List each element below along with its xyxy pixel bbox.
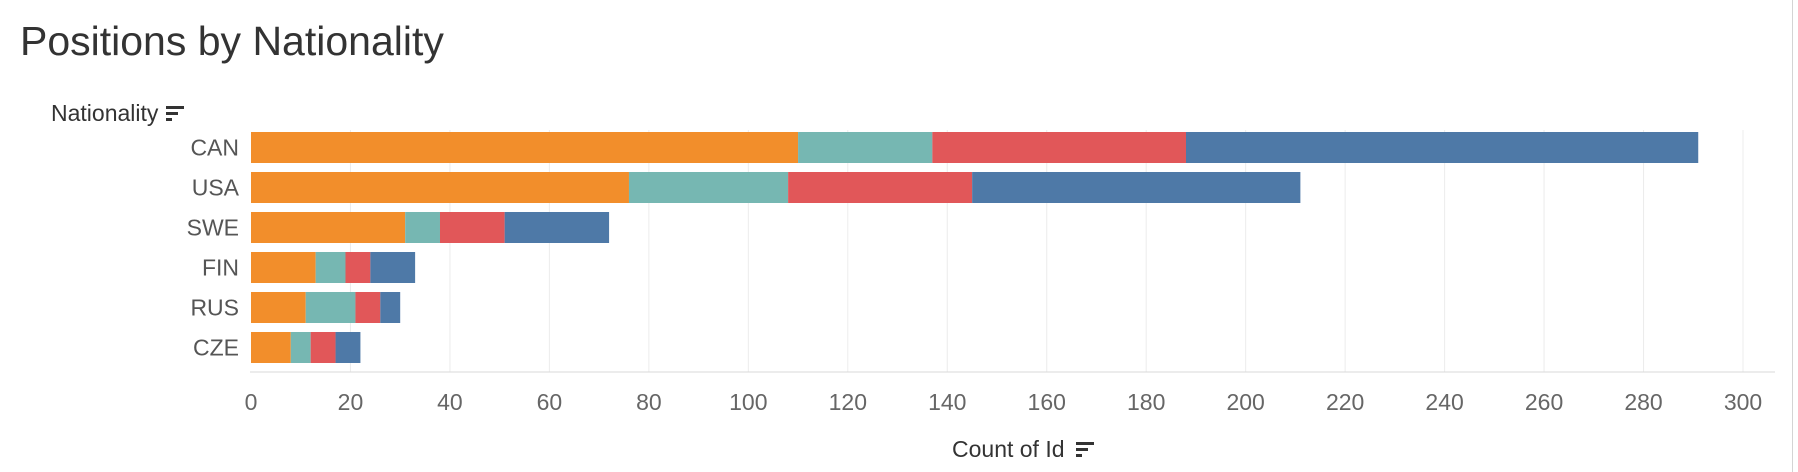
bar-fin-segment-1[interactable] — [251, 252, 316, 283]
category-label-rus: RUS — [190, 295, 239, 321]
x-axis-title: Count of Id — [952, 436, 1095, 463]
bar-swe-segment-3[interactable] — [439, 212, 505, 243]
x-axis-title-label: Count of Id — [952, 436, 1065, 462]
gridlines — [349, 130, 1744, 372]
x-tick-label: 80 — [636, 389, 662, 415]
sort-icon[interactable] — [1075, 440, 1095, 460]
x-tick-label: 140 — [928, 389, 966, 415]
x-tick-label: 200 — [1226, 389, 1264, 415]
bar-rus-segment-2[interactable] — [305, 292, 356, 323]
row-header: Nationality — [51, 100, 185, 127]
bar-cze-segment-3[interactable] — [310, 332, 336, 363]
chart-title: Positions by Nationality — [20, 18, 444, 64]
bar-usa-segment-4[interactable] — [972, 172, 1301, 203]
bar-swe-segment-2[interactable] — [405, 212, 440, 243]
x-tick-label: 260 — [1525, 389, 1563, 415]
bar-rus-segment-3[interactable] — [355, 292, 381, 323]
bar-can-segment-1[interactable] — [251, 132, 799, 163]
x-tick-label: 160 — [1028, 389, 1066, 415]
x-tick-label: 280 — [1624, 389, 1662, 415]
bar-cze-segment-4[interactable] — [335, 332, 361, 363]
category-label-usa: USA — [192, 175, 240, 201]
bar-swe-segment-4[interactable] — [504, 212, 610, 243]
bar-swe-segment-1[interactable] — [251, 212, 406, 243]
x-tick-label: 120 — [829, 389, 867, 415]
x-tick-labels: 0 20 40 60 80 100 120 140 160 180 200 220 240 260 280 3… — [245, 389, 1763, 415]
x-tick-label: 0 — [245, 389, 258, 415]
x-tick-label: 40 — [437, 389, 463, 415]
category-label-can: CAN — [190, 135, 239, 161]
bar-fin-segment-2[interactable] — [315, 252, 346, 283]
panel-border — [1792, 0, 1793, 472]
bar-fin-segment-4[interactable] — [370, 252, 416, 283]
bar-can-segment-2[interactable] — [798, 132, 933, 163]
bar-cze-segment-2[interactable] — [290, 332, 311, 363]
bar-can-segment-3[interactable] — [932, 132, 1186, 163]
bar-usa-segment-2[interactable] — [628, 172, 789, 203]
x-tick-label: 20 — [338, 389, 364, 415]
x-tick-label: 180 — [1127, 389, 1165, 415]
bar-fin-segment-3[interactable] — [345, 252, 371, 283]
sort-icon[interactable] — [165, 104, 185, 124]
bar-can-segment-4[interactable] — [1185, 132, 1699, 163]
bars — [251, 132, 1699, 363]
x-tick-label: 100 — [729, 389, 767, 415]
bar-usa-segment-3[interactable] — [788, 172, 973, 203]
bar-rus-segment-1[interactable] — [251, 292, 306, 323]
x-tick-label: 240 — [1425, 389, 1463, 415]
row-header-label: Nationality — [51, 100, 159, 126]
bar-usa-segment-1[interactable] — [251, 172, 629, 203]
category-label-swe: SWE — [187, 215, 239, 241]
category-label-cze: CZE — [193, 335, 239, 361]
category-labels: CAN USA SWE FIN RUS CZE — [187, 135, 240, 361]
x-tick-label: 220 — [1326, 389, 1364, 415]
x-tick-label: 60 — [537, 389, 563, 415]
category-label-fin: FIN — [202, 255, 239, 281]
bar-rus-segment-4[interactable] — [380, 292, 401, 323]
x-tick-label: 300 — [1724, 389, 1762, 415]
bar-cze-segment-1[interactable] — [251, 332, 291, 363]
